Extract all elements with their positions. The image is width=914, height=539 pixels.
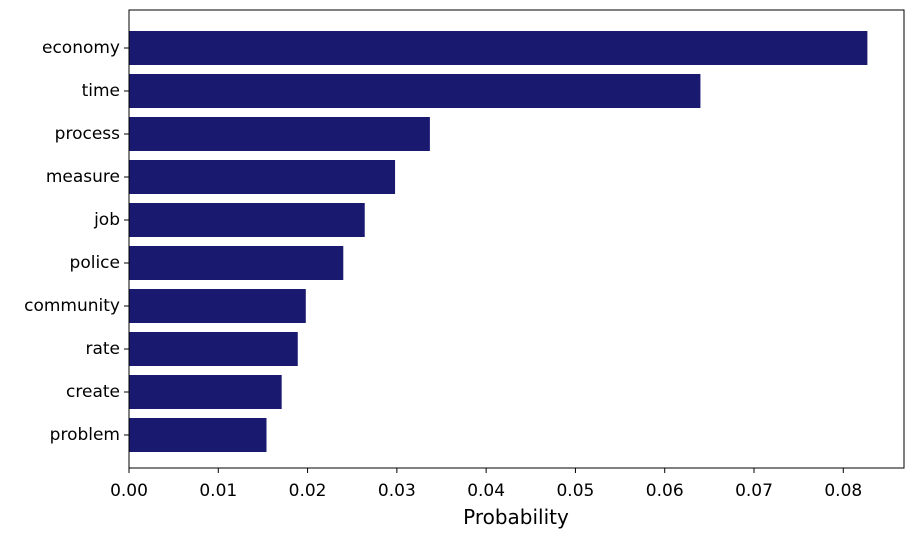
x-tick-label: 0.04	[467, 481, 505, 501]
y-tick-label: measure	[46, 167, 120, 187]
bar-economy	[129, 31, 868, 65]
x-axis-title: Probability	[463, 505, 569, 529]
y-tick-label: create	[66, 382, 120, 402]
y-tick-label: job	[93, 210, 120, 230]
y-tick-label: police	[70, 253, 120, 273]
x-tick-label: 0.03	[378, 481, 416, 501]
bar-community	[129, 289, 306, 323]
bar-rate	[129, 332, 298, 366]
x-tick-label: 0.01	[199, 481, 237, 501]
x-tick-label: 0.07	[735, 481, 773, 501]
x-axis: 0.00 0.01 0.02 0.03 0.04 0.05 0.06 0.07 0.08	[110, 468, 862, 501]
y-tick-label: time	[82, 81, 120, 101]
y-tick-label: process	[55, 124, 120, 144]
x-tick-label: 0.02	[289, 481, 327, 501]
bar-process	[129, 117, 430, 151]
x-tick-label: 0.05	[556, 481, 594, 501]
bar-measure	[129, 160, 396, 194]
bars-group	[129, 31, 868, 452]
y-axis: economy time process measure job police commun…	[24, 38, 129, 445]
y-tick-label: problem	[50, 425, 120, 445]
bar-create	[129, 375, 282, 409]
x-tick-label: 0.08	[824, 481, 862, 501]
bar-job	[129, 203, 365, 237]
x-tick-label: 0.06	[646, 481, 684, 501]
bar-time	[129, 74, 701, 108]
y-tick-label: rate	[85, 339, 120, 359]
y-tick-label: community	[24, 296, 120, 316]
y-tick-label: economy	[42, 38, 120, 58]
x-tick-label: 0.00	[110, 481, 148, 501]
plot-frame	[128, 9, 905, 469]
bar-police	[129, 246, 344, 280]
bar-problem	[129, 418, 267, 452]
